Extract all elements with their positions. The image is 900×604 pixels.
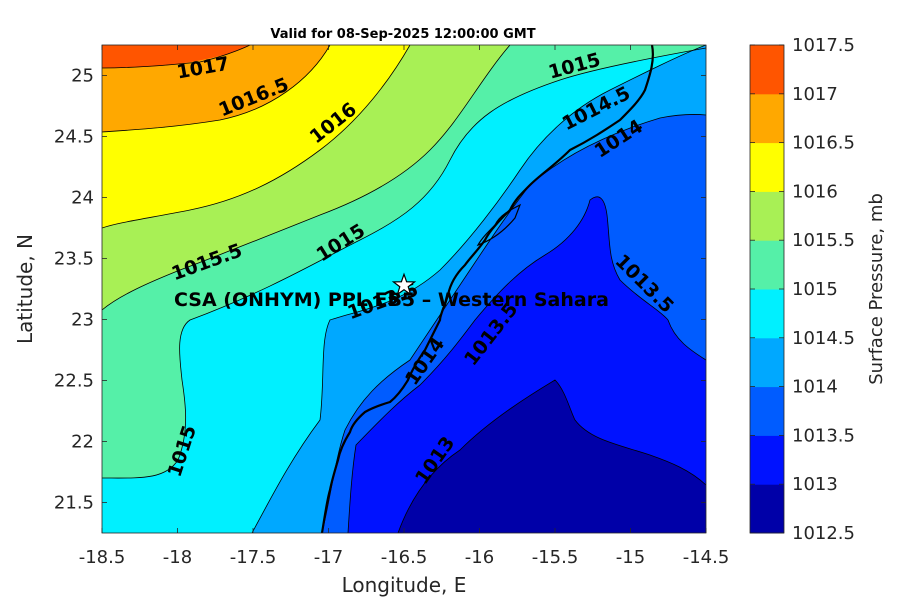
colorbar-tick-label: 1017 bbox=[792, 84, 838, 105]
y-tick-label: 25 bbox=[71, 66, 94, 87]
coastline-inner bbox=[476, 203, 522, 247]
colorbar-tick-label: 1014.5 bbox=[792, 328, 855, 349]
colorbar-tick-label: 1013 bbox=[792, 474, 838, 495]
colorbar-tick-label: 1013.5 bbox=[792, 425, 855, 446]
colorbar-tick-label: 1016.5 bbox=[792, 133, 855, 154]
y-tick-label: 21.5 bbox=[54, 493, 94, 514]
colorbar-tick-label: 1015 bbox=[792, 279, 838, 300]
pressure-field bbox=[102, 45, 706, 533]
x-tick-label: -15 bbox=[616, 547, 645, 568]
figure-title: Valid for 08-Sep-2025 12:00:00 GMT bbox=[270, 27, 535, 42]
x-tick-label: -16.5 bbox=[381, 547, 428, 568]
contour-lines bbox=[102, 45, 706, 533]
colorbar-swatch bbox=[750, 386, 784, 436]
coastline bbox=[320, 45, 654, 533]
band-1012.5-1013 bbox=[398, 380, 706, 533]
y-tick-label: 22.5 bbox=[54, 371, 94, 392]
star-icon bbox=[391, 272, 417, 296]
x-tick-label: -15.5 bbox=[532, 547, 579, 568]
x-tick-label: -16 bbox=[465, 547, 494, 568]
x-axis-label: Longitude, E bbox=[342, 573, 467, 597]
x-tick-label: -17.5 bbox=[230, 547, 277, 568]
colorbar-tick-label: 1015.5 bbox=[792, 230, 855, 251]
colorbar-swatch bbox=[750, 45, 784, 95]
colorbar-label: Surface Pressure, mb bbox=[866, 193, 887, 385]
y-tick-label: 23 bbox=[71, 310, 94, 331]
colorbar-swatch bbox=[750, 337, 784, 388]
colorbar-swatch bbox=[750, 484, 784, 534]
site-label: CSA (ONHYM) PPL EB5 – Western Sahara bbox=[174, 289, 609, 311]
colorbar-swatch bbox=[750, 142, 784, 192]
x-tick-label: -14.5 bbox=[683, 547, 730, 568]
x-tick-label: -18 bbox=[163, 547, 192, 568]
band-1016.5-1017 bbox=[102, 45, 330, 132]
colorbar-swatch bbox=[750, 191, 784, 241]
y-tick-label: 24.5 bbox=[54, 127, 94, 148]
colorbar-swatch bbox=[750, 435, 784, 485]
colorbar-swatch bbox=[750, 240, 784, 290]
colorbar: 1012.5 1013 1013.5 1014 1014.5 1015 1015.5 1016… bbox=[749, 35, 855, 544]
x-tick-label: -18.5 bbox=[79, 547, 126, 568]
x-axis-ticks: -18.5 -18 -17.5 -17 -16.5 -16 -15.5 -15 -14.5 bbox=[79, 45, 730, 568]
colorbar-swatch bbox=[750, 289, 784, 339]
band-1017-1017.5 bbox=[102, 45, 250, 68]
y-tick-label: 23.5 bbox=[54, 249, 94, 270]
y-axis-label: Latitude, N bbox=[13, 234, 37, 344]
x-tick-label: -17 bbox=[314, 547, 343, 568]
colorbar-tick-label: 1014 bbox=[792, 377, 838, 398]
colorbar-swatch bbox=[750, 93, 784, 144]
y-tick-label: 24 bbox=[71, 188, 94, 209]
colorbar-tick-label: 1016 bbox=[792, 181, 838, 202]
y-axis-ticks: 21.5 22 22.5 23 23.5 24 24.5 25 bbox=[54, 66, 706, 514]
y-tick-label: 22 bbox=[71, 432, 94, 453]
colorbar-tick-label: 1017.5 bbox=[792, 35, 855, 56]
colorbar-tick-label: 1012.5 bbox=[792, 523, 855, 544]
